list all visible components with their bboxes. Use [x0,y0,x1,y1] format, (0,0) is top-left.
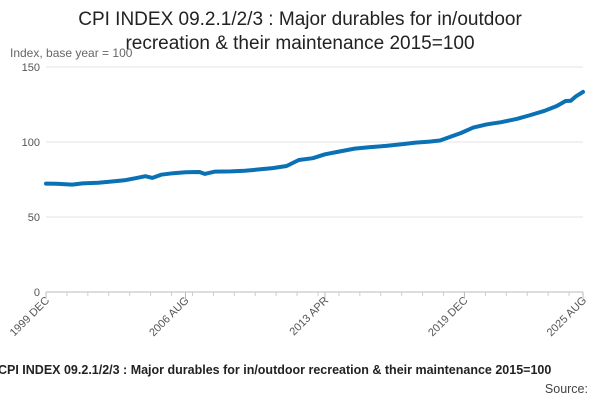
footer-title: CPI INDEX 09.2.1/2/3 : Major durables fo… [0,363,551,377]
x-tick-label: 2025 AUG [545,295,589,339]
y-tick-label: 150 [22,62,40,74]
chart-title-line-1: CPI INDEX 09.2.1/2/3 : Major durables fo… [78,9,522,30]
x-tick-label: 2013 APR [288,295,332,339]
series-layer [44,89,585,187]
y-axis: 0 50 100 150 [22,62,40,299]
x-tick-label: 1999 DEC [8,295,52,339]
source-label: Source: [545,382,588,396]
x-tick-label: 2019 DEC [426,295,470,339]
series-line-0 [44,89,585,187]
y-tick-label: 50 [28,212,40,224]
y-axis-label: Index, base year = 100 [10,46,133,60]
x-axis: 1999 DEC 2006 AUG 2013 APR 2019 DEC 2025 AUG [8,291,589,339]
y-tick-label: 100 [22,137,40,149]
x-tick-label: 2006 AUG [147,295,191,339]
chart-title-line-2: recreation & their maintenance 2015=100 [125,33,474,54]
y-tick-label: 0 [34,287,40,299]
